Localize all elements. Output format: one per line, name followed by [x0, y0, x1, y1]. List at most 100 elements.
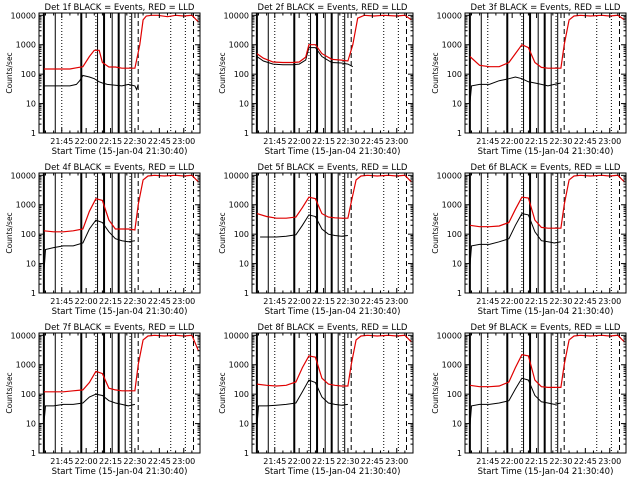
- chart-title: Det 8f BLACK = Events, RED = LLD: [258, 323, 408, 333]
- x-tick-label: 22:15: [99, 457, 122, 466]
- chart-title: Det 4f BLACK = Events, RED = LLD: [45, 163, 195, 173]
- x-tick-label: 21:45: [50, 297, 73, 306]
- y-tick-label: 1: [457, 129, 462, 138]
- x-tick-label: 22:30: [549, 457, 572, 466]
- y-axis-label: Counts/sec: [218, 52, 227, 93]
- x-tick-label: 21:45: [476, 137, 499, 146]
- x-tick-label: 21:45: [476, 457, 499, 466]
- x-tick-label: 22:00: [75, 297, 98, 306]
- y-tick-label: 1: [31, 449, 36, 458]
- y-tick-label: 1000: [229, 361, 249, 370]
- y-tick-label: 100: [21, 70, 36, 79]
- y-tick-label: 100: [447, 230, 462, 239]
- y-tick-label: 1: [31, 129, 36, 138]
- series-line-events: [43, 219, 135, 273]
- y-tick-label: 1: [31, 289, 36, 298]
- x-tick-label: 22:45: [361, 297, 384, 306]
- y-tick-label: 10: [239, 260, 249, 269]
- series-line-events: [469, 76, 562, 104]
- series-line-events: [469, 213, 561, 267]
- x-tick-label: 22:30: [336, 457, 359, 466]
- y-tick-label: 1000: [16, 41, 36, 50]
- y-tick-label: 1: [457, 289, 462, 298]
- y-tick-label: 10000: [11, 11, 36, 20]
- y-tick-label: 10000: [224, 171, 249, 180]
- chart-panel-2: 1 10 100 1000 10000 21:45 22:00 22:15 22:30 22:45…: [218, 3, 414, 157]
- y-tick-label: 10000: [224, 11, 249, 20]
- x-tick-label: 22:15: [99, 297, 122, 306]
- x-tick-label: 22:15: [525, 297, 548, 306]
- chart-panel-1: 1 10 100 1000 10000 21:45 22:00 22:15 22:30 22:45…: [5, 3, 201, 157]
- x-tick-label: 23:00: [172, 297, 195, 306]
- x-tick-label: 23:00: [598, 137, 621, 146]
- x-tick-label: 22:45: [574, 137, 597, 146]
- series-line-lld: [469, 334, 625, 388]
- x-tick-label: 22:30: [123, 137, 146, 146]
- x-tick-label: 21:45: [263, 137, 286, 146]
- series-line-lld: [43, 334, 199, 393]
- x-tick-label: 21:45: [50, 137, 73, 146]
- series-line-events: [260, 214, 348, 238]
- series-line-lld: [469, 174, 625, 229]
- x-tick-label: 22:15: [525, 137, 548, 146]
- x-tick-label: 22:30: [549, 297, 572, 306]
- y-tick-label: 1000: [442, 41, 462, 50]
- x-tick-label: 22:00: [288, 137, 311, 146]
- x-tick-label: 21:45: [263, 457, 286, 466]
- x-axis-label: Start Time (15-Jan-04 21:30:40): [265, 467, 401, 477]
- y-tick-label: 100: [234, 70, 249, 79]
- y-tick-label: 1000: [229, 41, 249, 50]
- y-tick-label: 100: [447, 390, 462, 399]
- y-axis-label: Counts/sec: [5, 52, 14, 93]
- series-line-lld: [256, 334, 412, 387]
- x-tick-label: 22:30: [123, 297, 146, 306]
- x-tick-label: 22:30: [336, 137, 359, 146]
- y-tick-label: 1000: [229, 201, 249, 210]
- y-tick-label: 10: [452, 260, 462, 269]
- x-tick-label: 22:45: [148, 457, 171, 466]
- y-tick-label: 10: [452, 420, 462, 429]
- x-tick-label: 22:00: [501, 297, 524, 306]
- chart-panel-6: 1 10 100 1000 10000 21:45 22:00 22:15 22:30 22:45…: [431, 163, 627, 317]
- chart-title: Det 7f BLACK = Events, RED = LLD: [45, 323, 195, 333]
- x-axis-label: Start Time (15-Jan-04 21:30:40): [52, 307, 188, 317]
- y-axis-label: Counts/sec: [431, 372, 440, 413]
- y-tick-label: 10: [452, 100, 462, 109]
- x-tick-label: 23:00: [385, 137, 408, 146]
- chart-title: Det 3f BLACK = Events, RED = LLD: [471, 3, 621, 13]
- y-tick-label: 1000: [442, 201, 462, 210]
- x-tick-label: 23:00: [172, 137, 195, 146]
- y-tick-label: 1: [244, 129, 249, 138]
- y-tick-label: 1000: [16, 201, 36, 210]
- x-axis-label: Start Time (15-Jan-04 21:30:40): [52, 147, 188, 157]
- chart-title: Det 6f BLACK = Events, RED = LLD: [471, 163, 621, 173]
- chart-panel-8: 1 10 100 1000 10000 21:45 22:00 22:15 22:30 22:45…: [218, 323, 414, 477]
- x-tick-label: 21:45: [476, 297, 499, 306]
- x-axis-label: Start Time (15-Jan-04 21:30:40): [478, 147, 614, 157]
- series-line-lld: [256, 174, 412, 219]
- y-tick-label: 1: [244, 289, 249, 298]
- y-tick-label: 1: [457, 449, 462, 458]
- x-tick-label: 23:00: [598, 297, 621, 306]
- chart-panel-7: 1 10 100 1000 10000 21:45 22:00 22:15 22:30 22:45…: [5, 323, 201, 477]
- x-tick-label: 23:00: [598, 457, 621, 466]
- y-tick-label: 10000: [11, 331, 36, 340]
- series-line-events: [43, 393, 136, 424]
- chart-title: Det 9f BLACK = Events, RED = LLD: [471, 323, 621, 333]
- y-axis-label: Counts/sec: [5, 212, 14, 253]
- chart-panel-5: 1 10 100 1000 10000 21:45 22:00 22:15 22:30 22:45…: [218, 163, 414, 317]
- x-tick-label: 22:15: [312, 297, 335, 306]
- y-axis-label: Counts/sec: [431, 52, 440, 93]
- x-tick-label: 22:45: [361, 457, 384, 466]
- chart-panel-3: 1 10 100 1000 10000 21:45 22:00 22:15 22:30 22:45…: [431, 3, 627, 157]
- y-tick-label: 10000: [437, 11, 462, 20]
- y-axis-label: Counts/sec: [218, 212, 227, 253]
- x-tick-label: 22:30: [336, 297, 359, 306]
- y-tick-label: 100: [21, 390, 36, 399]
- y-tick-label: 10: [26, 420, 36, 429]
- y-tick-label: 10000: [437, 331, 462, 340]
- x-tick-label: 22:15: [312, 457, 335, 466]
- y-tick-label: 10: [239, 420, 249, 429]
- x-tick-label: 22:15: [525, 457, 548, 466]
- y-axis-label: Counts/sec: [431, 212, 440, 253]
